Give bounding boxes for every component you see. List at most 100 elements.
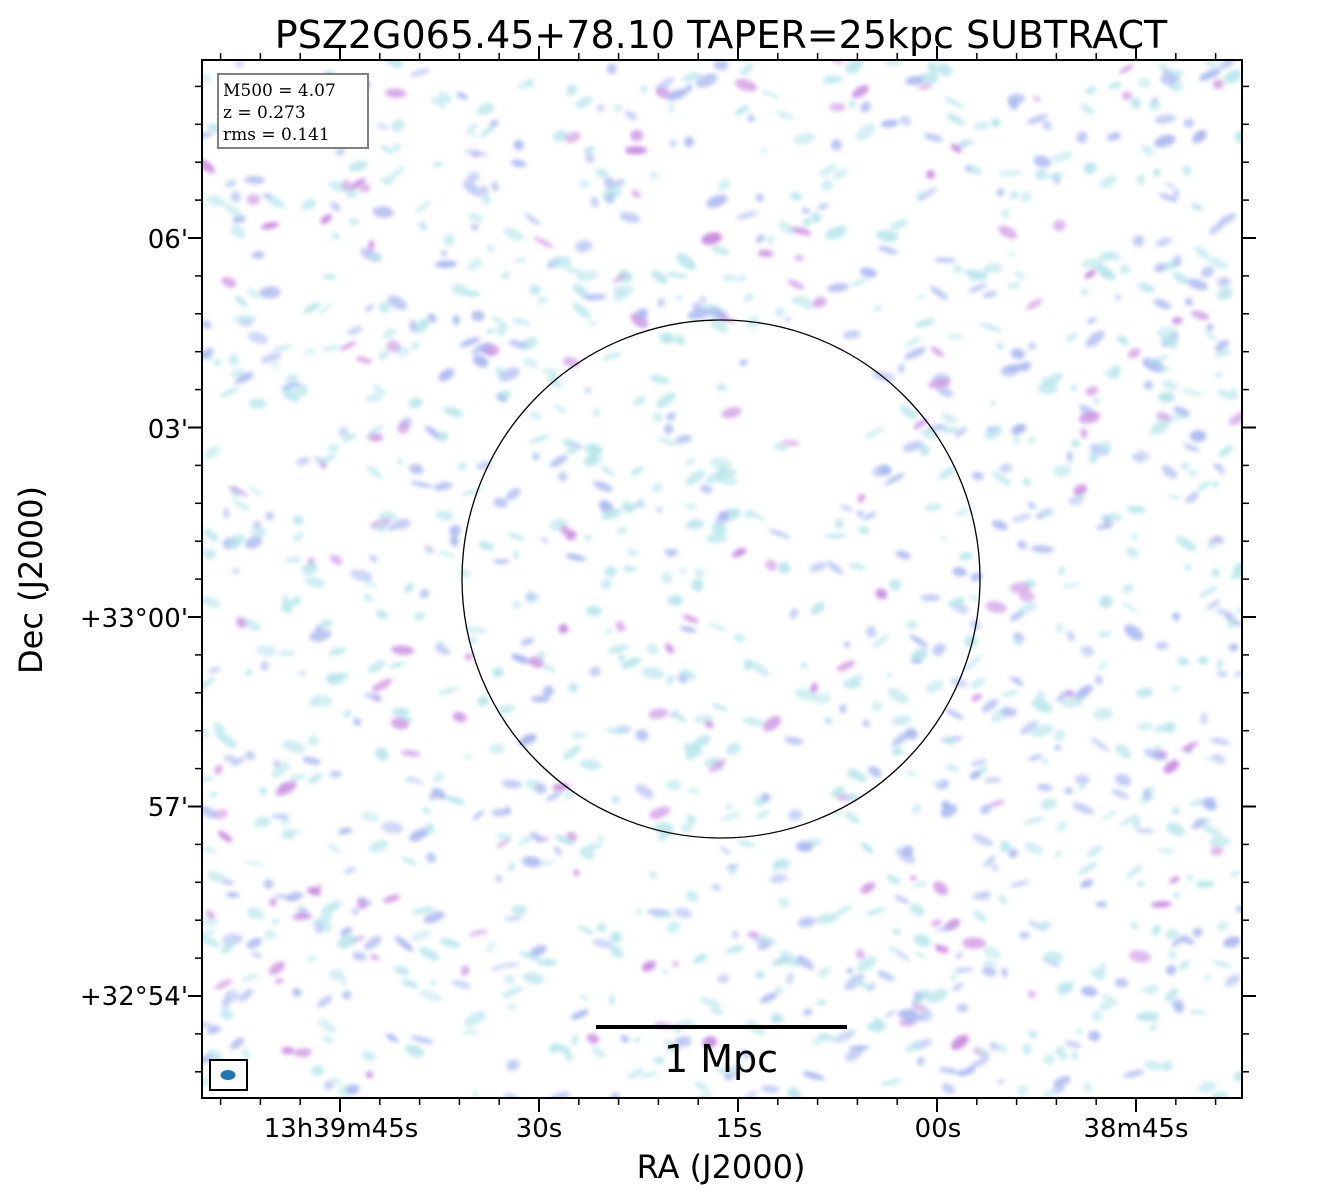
emission-blob <box>899 115 912 126</box>
emission-blob <box>765 559 778 571</box>
emission-blob <box>498 367 520 382</box>
emission-blob <box>352 951 367 961</box>
emission-blob <box>378 511 398 520</box>
emission-blob <box>522 357 539 368</box>
emission-blob <box>890 219 908 231</box>
emission-blob <box>665 550 676 559</box>
emission-blob <box>818 966 831 978</box>
emission-blob <box>1166 822 1185 837</box>
emission-blob <box>444 796 466 805</box>
emission-blob <box>205 548 216 560</box>
emission-blob <box>273 759 281 768</box>
emission-blob <box>1162 380 1178 391</box>
emission-blob <box>368 239 375 251</box>
emission-blob <box>619 1034 630 1043</box>
emission-blob <box>221 276 237 288</box>
emission-blob <box>409 463 424 475</box>
emission-blob <box>1010 348 1025 360</box>
emission-blob <box>347 326 363 336</box>
emission-blob <box>323 1080 334 1091</box>
emission-blob <box>240 974 259 983</box>
emission-blob <box>1206 599 1221 610</box>
emission-blob <box>930 346 944 357</box>
emission-blob <box>456 92 469 100</box>
emission-blob <box>248 331 269 345</box>
emission-blob <box>721 407 742 419</box>
emission-blob <box>572 303 592 319</box>
emission-blob <box>717 179 731 192</box>
emission-blob <box>495 874 503 883</box>
emission-blob <box>463 754 474 759</box>
emission-blob <box>1184 564 1192 571</box>
emission-blob <box>905 1040 921 1053</box>
x-tick-labels: 13h39m45s 30s 15s 00s 38m45s <box>264 1114 1189 1144</box>
emission-blob <box>253 520 262 529</box>
emission-blob <box>1211 960 1232 969</box>
emission-blob <box>1137 282 1156 293</box>
emission-blob <box>259 286 281 299</box>
emission-blob <box>725 945 745 954</box>
emission-blob <box>492 559 510 564</box>
emission-blob <box>280 829 304 838</box>
emission-blob <box>429 979 438 987</box>
emission-blob <box>302 756 321 765</box>
emission-blob <box>307 773 323 785</box>
emission-blob <box>895 550 911 560</box>
emission-blob <box>409 828 428 842</box>
emission-blob <box>891 747 903 756</box>
emission-blob <box>952 264 963 274</box>
emission-blob <box>343 866 356 874</box>
emission-blob <box>962 937 986 949</box>
emission-blob <box>360 812 380 822</box>
emission-blob <box>1006 281 1022 290</box>
emission-blob <box>584 454 599 467</box>
emission-blob <box>232 215 246 224</box>
emission-blob <box>721 274 737 282</box>
emission-blob <box>952 566 968 577</box>
emission-blob <box>1154 263 1166 273</box>
emission-blob <box>281 1046 294 1055</box>
emission-blob <box>728 869 738 875</box>
emission-blob <box>947 597 965 608</box>
emission-blob <box>757 249 774 258</box>
emission-blob <box>833 811 841 817</box>
emission-blob <box>755 193 764 202</box>
emission-blob <box>465 625 488 634</box>
emission-blob <box>1064 1040 1082 1049</box>
emission-blob <box>1148 1022 1158 1032</box>
emission-blob <box>864 427 885 439</box>
emission-blob <box>1229 411 1242 426</box>
emission-blob <box>832 167 849 180</box>
emission-blob <box>291 596 302 606</box>
emission-blob <box>694 1081 709 1092</box>
emission-blob <box>846 967 853 974</box>
emission-blob <box>522 972 545 985</box>
emission-blob <box>339 341 357 351</box>
emission-blob <box>866 625 877 638</box>
emission-blob <box>496 394 508 402</box>
emission-blob <box>912 881 929 888</box>
emission-blob <box>243 860 266 867</box>
emission-blob <box>391 119 405 132</box>
emission-blob <box>1183 118 1195 128</box>
emission-blob <box>926 988 948 1003</box>
emission-blob <box>338 427 349 437</box>
emission-blob <box>1009 98 1019 111</box>
emission-blob <box>944 918 961 931</box>
emission-blob <box>219 387 239 398</box>
emission-blob <box>329 771 342 778</box>
emission-blob <box>884 1010 896 1018</box>
emission-blob <box>1129 950 1151 963</box>
emission-blob <box>1115 743 1132 759</box>
emission-blob <box>1019 931 1031 939</box>
emission-blob <box>1143 380 1154 390</box>
emission-blob <box>472 810 484 821</box>
emission-blob <box>876 230 899 242</box>
emission-blob <box>787 279 805 290</box>
emission-blob <box>857 525 870 535</box>
emission-blob <box>760 992 778 1003</box>
emission-blob <box>437 686 459 696</box>
emission-blob <box>1124 624 1144 641</box>
emission-blob <box>684 503 698 510</box>
emission-blob <box>1009 880 1031 888</box>
